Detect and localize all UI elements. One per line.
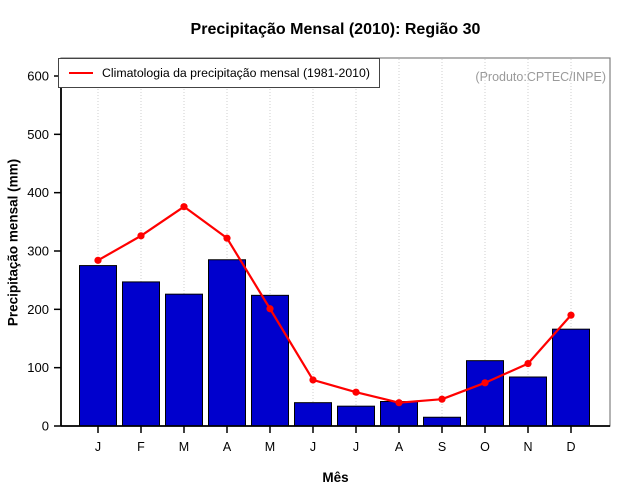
climatology-point: [481, 379, 489, 387]
bar: [423, 416, 461, 427]
x-tick-label: J: [95, 440, 101, 454]
x-tick-label: D: [566, 440, 575, 454]
bar: [466, 360, 504, 427]
bar: [552, 328, 590, 427]
climatology-point: [395, 399, 403, 407]
climatology-point: [137, 232, 145, 240]
climatology-point: [266, 305, 274, 313]
x-tick-label: A: [395, 440, 404, 454]
climatology-point: [438, 395, 446, 403]
x-tick-label: J: [353, 440, 359, 454]
y-tick-label: 0: [42, 419, 49, 434]
x-tick-label: A: [223, 440, 232, 454]
climatology-point: [352, 388, 360, 396]
climatology-point: [524, 359, 532, 368]
y-tick-label: 400: [27, 185, 49, 200]
bar: [79, 265, 117, 427]
y-tick-label: 600: [27, 69, 49, 84]
produto-annotation: (Produto:CPTEC/INPE): [475, 70, 606, 84]
climatology-point: [94, 256, 102, 264]
y-tick-label: 100: [27, 360, 49, 375]
x-tick-label: O: [480, 440, 490, 454]
climatology-point: [223, 234, 231, 242]
y-tick-label: 500: [27, 127, 49, 142]
y-axis-title: Precipitação mensal (mm): [5, 158, 21, 327]
climatology-point: [309, 376, 317, 384]
y-tick-label: 300: [27, 244, 49, 259]
x-tick-label: F: [137, 440, 145, 454]
bar: [208, 259, 246, 427]
x-tick-label: J: [310, 440, 316, 454]
bar: [251, 294, 289, 427]
bar: [294, 402, 332, 427]
x-tick-label: M: [179, 440, 189, 454]
climatology-point: [180, 203, 188, 211]
bar: [509, 376, 547, 427]
legend-line-sample: [69, 72, 93, 74]
bar: [165, 293, 203, 427]
legend: Climatologia da precipitação mensal (198…: [58, 58, 380, 88]
legend-label: Climatologia da precipitação mensal (198…: [102, 66, 370, 80]
climatology-line: [97, 205, 572, 404]
x-tick-label: S: [438, 440, 446, 454]
y-tick-label: 200: [27, 302, 49, 317]
bar: [122, 281, 160, 427]
x-tick-label: N: [523, 440, 532, 454]
chart-title: Precipitação Mensal (2010): Região 30: [190, 21, 481, 38]
x-axis-title: Mês: [322, 470, 349, 485]
x-tick-label: M: [265, 440, 275, 454]
climatology-point: [567, 311, 575, 319]
bar: [337, 405, 375, 427]
